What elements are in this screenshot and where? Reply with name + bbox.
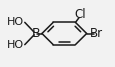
Text: B: B bbox=[31, 27, 40, 40]
Text: Cl: Cl bbox=[74, 8, 85, 21]
Text: Br: Br bbox=[89, 27, 102, 40]
Text: HO: HO bbox=[7, 40, 24, 50]
Text: HO: HO bbox=[7, 17, 24, 27]
